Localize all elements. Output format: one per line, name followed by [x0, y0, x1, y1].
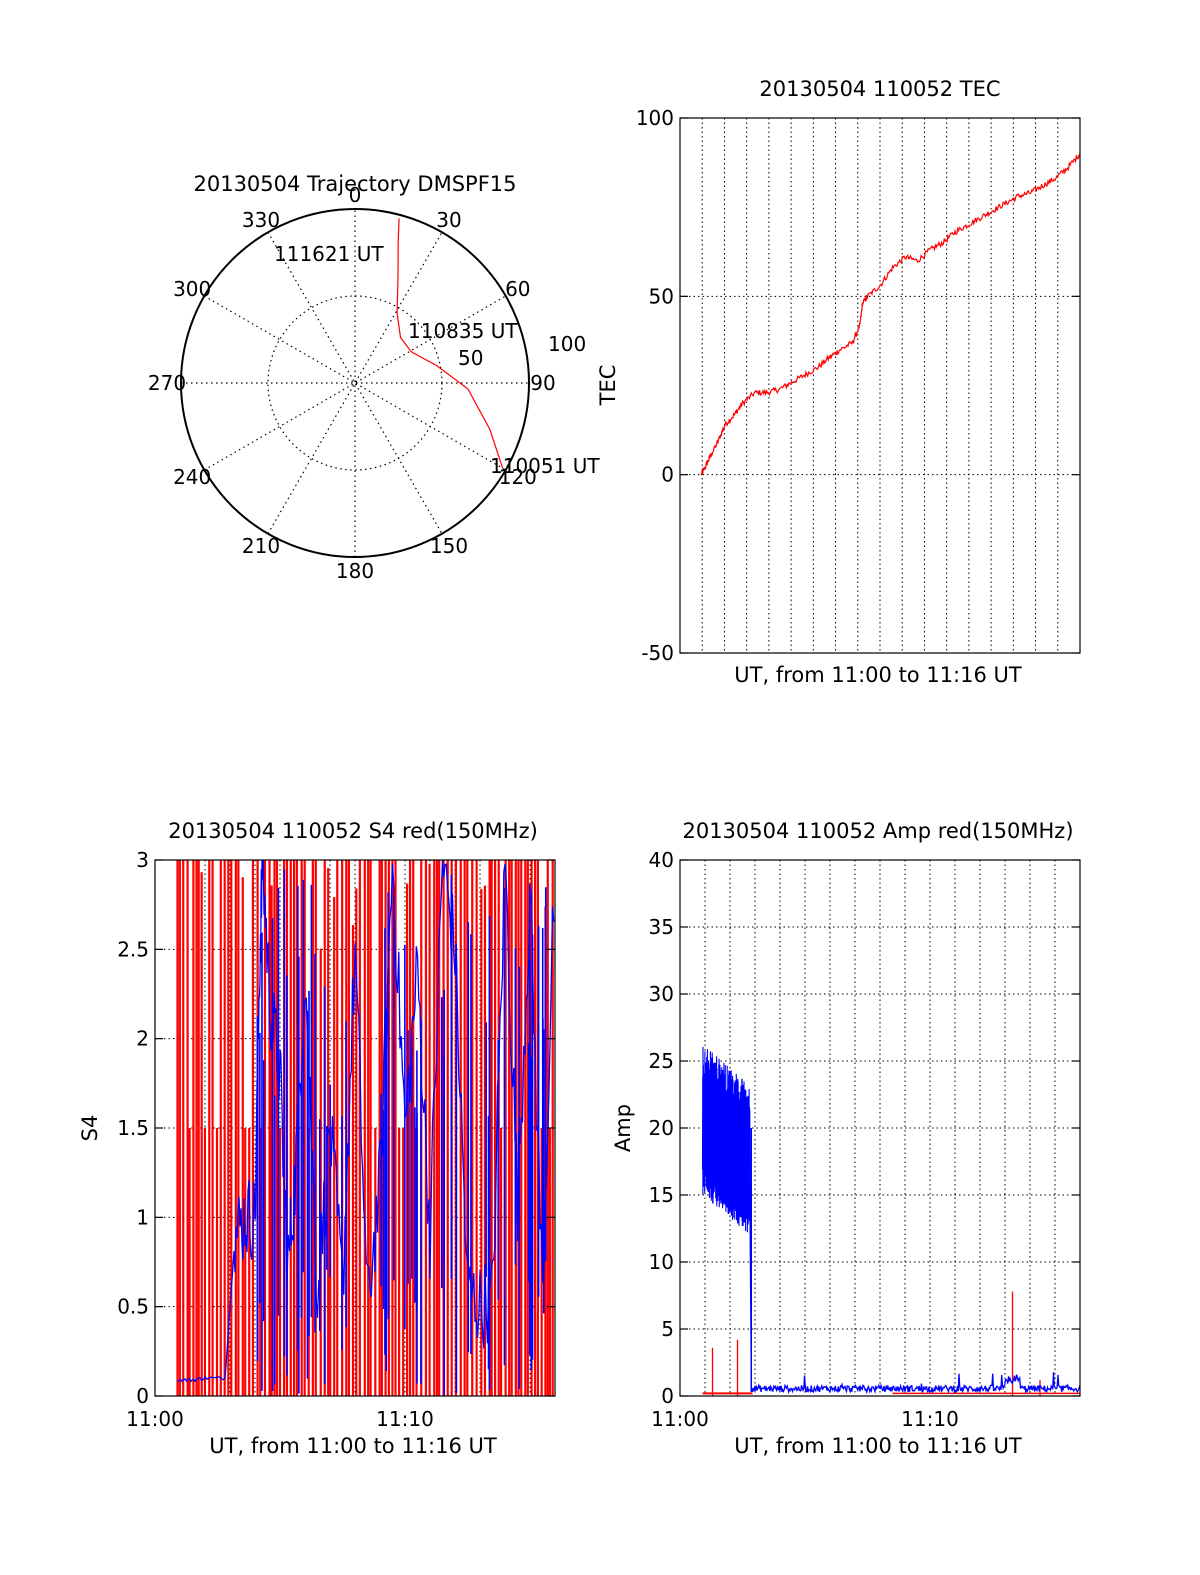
azimuth-label-0: 0	[349, 183, 362, 207]
azimuth-label-120: 120	[499, 465, 537, 489]
trajectory-series-line	[396, 218, 504, 469]
polar-grid-spoke-150	[267, 232, 443, 534]
azimuth-label-240: 240	[173, 465, 211, 489]
s4-title: 20130504 110052 S4 red(150MHz)	[168, 819, 538, 843]
tec-panel: 20130504 110052 TEC -50 0 50 100 TEC UT, fr…	[596, 77, 1081, 687]
polar-grid-spoke-60	[204, 295, 506, 471]
s4-ytick-label: 0.5	[117, 1295, 149, 1319]
trajectory-polar-panel: 20130504 Trajectory DMSPF15 0 30 60 90 120 15…	[148, 172, 600, 583]
polar-outer-circle	[180, 208, 530, 558]
s4-ytick-label: 0	[136, 1384, 149, 1408]
s4-xtick-label: 11:00	[126, 1407, 184, 1431]
azimuth-label-60: 60	[505, 277, 530, 301]
tec-ytick-label: 100	[636, 106, 674, 130]
amp-blue-baseline	[750, 1372, 1081, 1395]
tec-series	[700, 153, 1081, 476]
tec-x-label: UT, from 11:00 to 11:16 UT	[734, 663, 1022, 687]
s4-x-ticks: 11:00 11:10	[126, 1407, 434, 1431]
annotation-111621: 111621 UT	[274, 242, 384, 266]
annotation-110051: 110051 UT	[490, 454, 600, 478]
amp-title: 20130504 110052 Amp red(150MHz)	[682, 819, 1073, 843]
azimuth-label-210: 210	[242, 534, 280, 558]
polar-azimuth-labels: 0 30 60 90 120 150 180 210 240 270 300 330	[148, 183, 556, 583]
s4-panel: 20130504 110052 S4 red(150MHz) 0 0.5 1 1.5 2…	[78, 819, 556, 1458]
radial-label-50: 50	[458, 346, 483, 370]
amp-ytick-label: 40	[649, 848, 674, 872]
s4-ytick-label: 2	[136, 1027, 149, 1051]
s4-blue-series	[177, 859, 555, 1396]
amp-y-ticks: 0 5 10 15 20 25 30 35 40	[649, 848, 1080, 1408]
azimuth-label-150: 150	[430, 534, 468, 558]
tec-y-ticks: -50 0 50 100	[636, 106, 1080, 665]
amp-grid	[680, 860, 1080, 1396]
s4-y-label: S4	[78, 1115, 102, 1142]
s4-ytick-label: 1	[136, 1205, 149, 1229]
amp-ytick-label: 0	[661, 1384, 674, 1408]
azimuth-label-30: 30	[436, 208, 461, 232]
tec-ytick-label: 50	[649, 284, 674, 308]
polar-grid	[181, 209, 529, 557]
radial-label-100: 100	[548, 332, 586, 356]
tec-title: 20130504 110052 TEC	[759, 77, 1000, 101]
s4-ytick-label: 1.5	[117, 1116, 149, 1140]
polar-grid-spoke-30	[267, 232, 443, 534]
amp-ytick-label: 35	[649, 915, 674, 939]
amp-x-ticks: 11:00 11:10	[651, 1407, 959, 1431]
amp-ytick-label: 20	[649, 1116, 674, 1140]
polar-grid-spoke-120	[204, 295, 506, 471]
tec-ytick-label: 0	[661, 463, 674, 487]
s4-x-label: UT, from 11:00 to 11:16 UT	[209, 1434, 497, 1458]
tec-ytick-label: -50	[641, 641, 674, 665]
s4-xtick-label: 11:10	[376, 1407, 434, 1431]
amp-ytick-label: 10	[649, 1250, 674, 1274]
azimuth-label-270: 270	[148, 371, 186, 395]
amp-ytick-label: 15	[649, 1183, 674, 1207]
azimuth-label-330: 330	[242, 208, 280, 232]
amp-xtick-label: 11:00	[651, 1407, 709, 1431]
tec-plot-frame	[679, 117, 1081, 654]
s4-ytick-label: 2.5	[117, 937, 149, 961]
amp-ytick-label: 5	[661, 1317, 674, 1341]
amp-ytick-label: 25	[649, 1049, 674, 1073]
annotation-110835: 110835 UT	[408, 319, 518, 343]
trajectory-title: 20130504 Trajectory DMSPF15	[193, 172, 516, 196]
azimuth-label-180: 180	[336, 559, 374, 583]
amp-xtick-label: 11:10	[901, 1407, 959, 1431]
amp-x-label: UT, from 11:00 to 11:16 UT	[734, 1434, 1022, 1458]
s4-blue-line	[177, 859, 555, 1383]
s4-y-ticks: 0 0.5 1 1.5 2 2.5 3	[117, 848, 555, 1408]
tec-grid	[680, 118, 1080, 653]
tec-series-line	[700, 153, 1081, 476]
amp-series	[701, 1046, 1081, 1396]
tec-y-label: TEC	[596, 365, 620, 407]
amp-panel: 20130504 110052 Amp red(150MHz) 0 5 10 15 20…	[611, 819, 1081, 1458]
amp-ytick-label: 30	[649, 982, 674, 1006]
amp-blue-burst	[701, 1046, 752, 1390]
azimuth-label-300: 300	[173, 277, 211, 301]
amp-y-label: Amp	[611, 1104, 635, 1152]
s4-ytick-label: 3	[136, 848, 149, 872]
azimuth-label-90: 90	[530, 371, 555, 395]
